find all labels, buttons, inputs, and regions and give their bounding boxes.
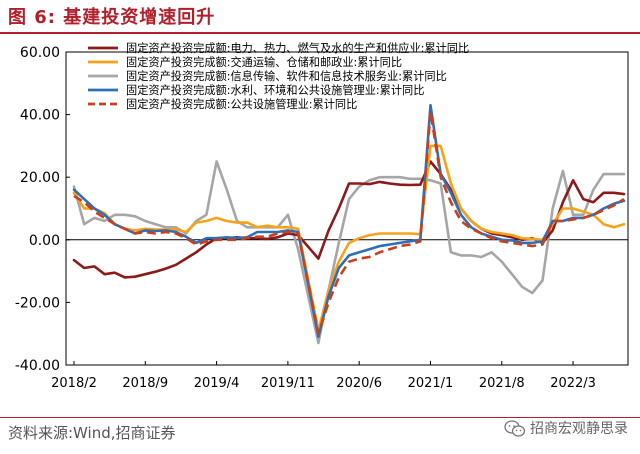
y-tick-label: 0.00	[29, 233, 60, 249]
series-line-4	[72, 103, 626, 339]
x-tick-label: 2020/6	[336, 376, 382, 391]
y-tick-label: -40.00	[15, 358, 60, 374]
x-tick-label: 2021/1	[408, 376, 454, 391]
series-line-1	[72, 160, 626, 279]
legend-label-4: 固定资产投资完成额:水利、环境和公共设施管理业:累计同比	[126, 83, 424, 97]
footer-divider	[0, 417, 640, 418]
figure-title: 图 6: 基建投资增速回升	[8, 7, 216, 28]
legend-label-1: 固定资产投资完成额:电力、热力、燃气及水的生产和供应业:累计同比	[126, 41, 469, 55]
figure-header: 图 6: 基建投资增速回升	[0, 0, 640, 30]
y-tick-label: 40.00	[20, 108, 60, 124]
line-chart: 60.00 40.00 20.00 0.00 -20.00 -40.00 2018/2 201…	[15, 41, 629, 391]
y-tick-label: -20.00	[15, 295, 60, 311]
x-tick-label: 2018/9	[122, 376, 168, 391]
source-note: 资料来源:Wind,招商证券	[8, 424, 176, 442]
series-line-3	[72, 160, 626, 345]
y-tick-label: 60.00	[20, 45, 60, 61]
x-tick-label: 2021/8	[479, 376, 525, 391]
wechat-icon	[504, 420, 526, 437]
series-line-2	[72, 144, 626, 332]
x-tick-label: 2022/3	[550, 376, 596, 391]
x-tick-label: 2018/2	[51, 376, 97, 391]
x-tick-label: 2019/11	[261, 376, 315, 391]
watermark-text: 招商宏观静思录	[530, 421, 628, 437]
legend-label-3: 固定资产投资完成额:信息传输、软件和信息技术服务业:累计同比	[126, 69, 447, 83]
series-line-5	[73, 110, 625, 335]
legend-label-5: 固定资产投资完成额:公共设施管理业:累计同比	[126, 97, 357, 111]
x-tick-label: 2019/4	[194, 376, 240, 391]
plot-frame	[65, 51, 629, 366]
y-tick-label: 20.00	[20, 170, 60, 186]
chart-area: 60.00 40.00 20.00 0.00 -20.00 -40.00 2018/2 201…	[0, 36, 640, 406]
title-divider	[0, 32, 640, 34]
legend-label-2: 固定资产投资完成额:交通运输、仓储和邮政业:累计同比	[126, 55, 402, 69]
watermark: 招商宏观静思录	[504, 418, 628, 439]
